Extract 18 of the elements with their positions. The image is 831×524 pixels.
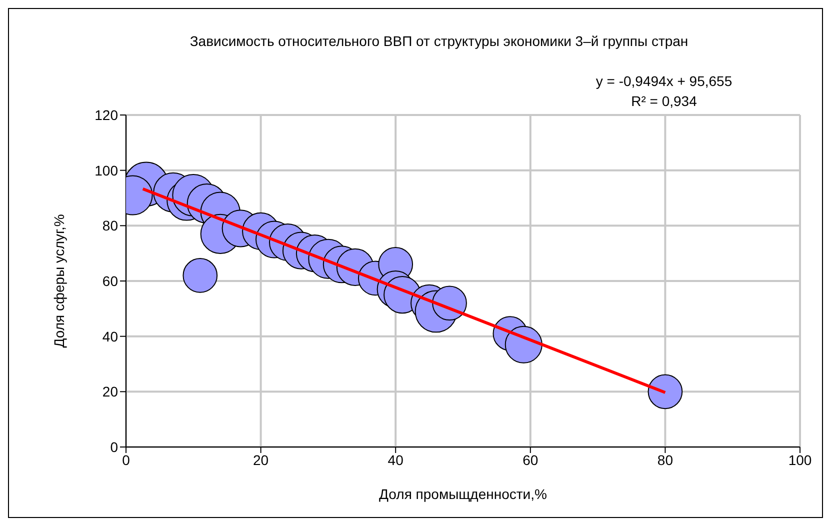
x-tick-label: 0 — [122, 452, 130, 468]
y-axis-title: Доля сферы услуг,% — [50, 214, 67, 348]
x-tick-label: 100 — [788, 452, 812, 468]
x-tick-label: 60 — [522, 452, 538, 468]
y-tick-label: 0 — [110, 438, 118, 455]
chart-title: Зависимость относительного ВВП от структуры экономики 3–й группы стран — [189, 32, 689, 51]
y-tick-label: 20 — [102, 384, 118, 400]
y-tick-label: 120 — [94, 106, 118, 123]
y-tick-label: 80 — [102, 218, 118, 234]
y-tick-label: 40 — [102, 328, 118, 344]
y-tick-label: 100 — [94, 162, 118, 178]
text: R² = 0,934 — [630, 92, 698, 111]
x-axis-title: Доля промыщденности,% — [379, 486, 547, 502]
x-tick-label: 80 — [657, 452, 674, 468]
x-tick-label: 40 — [388, 452, 404, 468]
y-tick-label: 60 — [102, 272, 118, 289]
text: y = -0,9494x + 95,655 — [594, 72, 734, 91]
x-tick-label: 20 — [253, 452, 269, 468]
